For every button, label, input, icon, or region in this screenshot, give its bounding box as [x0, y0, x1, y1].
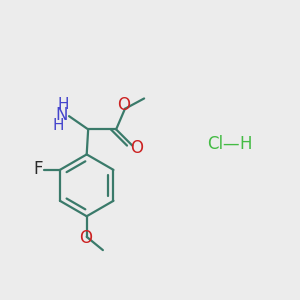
Text: —: —: [223, 135, 239, 153]
Text: H: H: [239, 135, 252, 153]
Text: O: O: [79, 229, 92, 247]
Text: O: O: [117, 96, 130, 114]
Text: N: N: [56, 106, 68, 124]
Text: F: F: [34, 160, 43, 178]
Text: H: H: [53, 118, 64, 134]
Text: O: O: [130, 139, 143, 157]
Text: Cl: Cl: [207, 135, 223, 153]
Text: H: H: [57, 98, 69, 112]
